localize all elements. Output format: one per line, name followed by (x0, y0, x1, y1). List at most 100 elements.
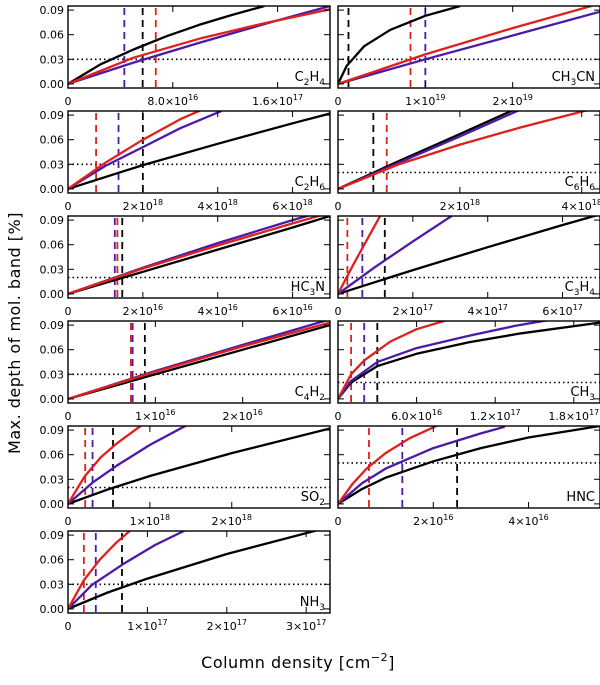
panel-hc3n-xtick-label-3: 6×1016 (272, 303, 312, 318)
panel-ch3cn-xtick-label-1: 1×1019 (405, 93, 445, 108)
panel-nh3-xtick-label-2: 2×1017 (207, 618, 247, 633)
panel-so2: 0.00 0.03 0.06 0.09 0 1×1018 2×1018 SO2 (40, 424, 331, 528)
panel-ch3-xtick-label-1: 6.0×1016 (391, 408, 442, 423)
panel-hnc-xtick-label-2: 4×1016 (508, 513, 548, 528)
panel-c3h4: 0 2×1017 4×1017 6×1017 C3H4 (335, 214, 600, 318)
panel-nh3-molecule-label: NH3 (300, 595, 325, 613)
panel-c3h4-xtick-label-0: 0 (335, 305, 342, 318)
panel-c6h6-xtick-label-0: 0 (335, 200, 342, 213)
panel-so2-xtick-label-0: 0 (65, 515, 72, 528)
x-axis-title: Column density [cm−2] (201, 651, 395, 672)
panel-c4h2-ytick-label-2: 0.06 (40, 344, 65, 357)
panel-c4h2-ytick-label-3: 0.09 (40, 319, 65, 332)
panel-c2h6-xtick-label-2: 4×1018 (198, 198, 238, 213)
panel-c4h2-xtick-label-1: 1×1016 (135, 408, 175, 423)
panel-ch3cn-series-black (338, 6, 460, 84)
panel-nh3-xtick-label-3: 3×1017 (286, 618, 326, 633)
panel-c2h6-ytick-label-1: 0.03 (40, 158, 65, 171)
panel-so2-ytick-label-3: 0.09 (40, 424, 65, 437)
panel-ch3-xtick-label-3: 1.8×1017 (548, 408, 599, 423)
panel-c4h2-molecule-label: C4H2 (295, 385, 325, 403)
panel-c3h4-series-purple (338, 214, 454, 294)
panel-c2h4-ytick-label-3: 0.09 (40, 4, 65, 17)
panel-so2-molecule-label: SO2 (301, 490, 325, 508)
panel-c4h2-xtick-label-0: 0 (65, 410, 72, 423)
panel-nh3-ytick-label-3: 0.09 (40, 529, 65, 542)
panel-nh3-series-black (68, 527, 330, 609)
panel-so2-ytick-label-1: 0.03 (40, 473, 65, 486)
panel-c2h4-ytick-label-1: 0.03 (40, 53, 65, 66)
panel-c2h6-molecule-label: C2H6 (295, 175, 326, 193)
panel-nh3-series-purple (68, 529, 187, 609)
panel-ch3cn-molecule-label: CH3CN (552, 70, 595, 88)
panel-c6h6-xtick-label-2: 4×1018 (562, 198, 600, 213)
panel-c4h2-ytick-label-1: 0.03 (40, 368, 65, 381)
x-axis-title-exp: −2 (371, 651, 388, 664)
y-axis-title: Max. depth of mol. band [%] (5, 212, 24, 454)
panel-c2h6-xtick-label-3: 6×1018 (272, 198, 312, 213)
panel-hc3n-ytick-label-1: 0.03 (40, 263, 65, 276)
panel-hc3n: 0.00 0.03 0.06 0.09 0 2×1016 4×1016 6×1016 HC3N (40, 209, 331, 318)
panel-c6h6-molecule-label: C6H6 (565, 175, 596, 193)
panel-hnc-frame (338, 426, 600, 508)
panel-nh3-ytick-label-1: 0.03 (40, 578, 65, 591)
panel-c2h6-series-black (68, 114, 330, 189)
panel-ch3cn-xtick-label-0: 0 (335, 95, 342, 108)
panel-c4h2-ytick-label-0: 0.00 (40, 393, 65, 406)
panel-hc3n-ytick-label-2: 0.06 (40, 239, 65, 252)
panel-so2-series-red (68, 425, 142, 504)
panel-c3h4-xtick-label-1: 2×1017 (393, 303, 433, 318)
panel-c4h2: 0.00 0.03 0.06 0.09 0 1×1016 2×1016 C4H2 (40, 319, 331, 423)
panel-nh3-xtick-label-1: 1×1017 (127, 618, 167, 633)
panel-c2h4-xtick-label-0: 0 (65, 95, 72, 108)
panel-hnc: 0 2×1016 4×1016 HNC (335, 425, 600, 528)
panel-c4h2-series-red (68, 323, 330, 399)
panel-hc3n-xtick-label-2: 4×1016 (198, 303, 238, 318)
panel-c6h6: 0 2×1018 4×1018 C6H6 (335, 107, 600, 213)
panel-nh3-xtick-label-0: 0 (65, 620, 72, 633)
panel-c6h6-frame (338, 111, 600, 193)
panel-c2h6-ytick-label-3: 0.09 (40, 109, 65, 122)
panel-c2h6-xtick-label-1: 2×1018 (123, 198, 163, 213)
panel-nh3-frame (68, 531, 330, 613)
panel-hc3n-ytick-label-3: 0.09 (40, 214, 65, 227)
panel-so2-ytick-label-2: 0.06 (40, 449, 65, 462)
panel-c6h6-xtick-label-1: 2×1018 (440, 198, 480, 213)
panel-ch3-xtick-label-2: 1.2×1017 (470, 408, 521, 423)
panel-hnc-xtick-label-0: 0 (335, 515, 342, 528)
panel-c2h4-xtick-label-1: 8.0×1016 (147, 93, 198, 108)
panel-hc3n-molecule-label: HC3N (291, 280, 325, 298)
panel-c4h2-xtick-label-2: 2×1016 (222, 408, 262, 423)
panel-hc3n-ytick-label-0: 0.00 (40, 288, 65, 301)
panel-so2-xtick-label-2: 2×1018 (212, 513, 252, 528)
panel-c3h4-molecule-label: C3H4 (565, 280, 596, 298)
panel-so2-ytick-label-0: 0.00 (40, 498, 65, 511)
panel-c6h6-series-red (338, 107, 600, 189)
x-axis-title-main: Column density [cm (201, 653, 371, 672)
panel-so2-xtick-label-1: 1×1018 (130, 513, 170, 528)
panel-c2h4-molecule-label: C2H4 (295, 70, 326, 88)
panel-ch3-series-purple (338, 320, 548, 399)
panel-c2h4-ytick-label-0: 0.00 (40, 78, 65, 91)
panel-hnc-xtick-label-1: 2×1016 (413, 513, 453, 528)
panel-hc3n-xtick-label-1: 2×1016 (123, 303, 163, 318)
panel-hnc-molecule-label: HNC (566, 490, 595, 505)
panel-c2h4-ytick-label-2: 0.06 (40, 29, 65, 42)
panel-c3h4-frame (338, 216, 600, 298)
panel-c2h6-ytick-label-0: 0.00 (40, 183, 65, 196)
panel-c2h6-ytick-label-2: 0.06 (40, 134, 65, 147)
panel-hc3n-xtick-label-0: 0 (65, 305, 72, 318)
panel-c2h4-series-red (68, 9, 330, 84)
panel-c3h4-xtick-label-3: 6×1017 (542, 303, 582, 318)
panel-nh3-ytick-label-2: 0.06 (40, 554, 65, 567)
panel-c3h4-xtick-label-2: 4×1017 (468, 303, 508, 318)
panel-ch3-xtick-label-0: 0 (335, 410, 342, 423)
